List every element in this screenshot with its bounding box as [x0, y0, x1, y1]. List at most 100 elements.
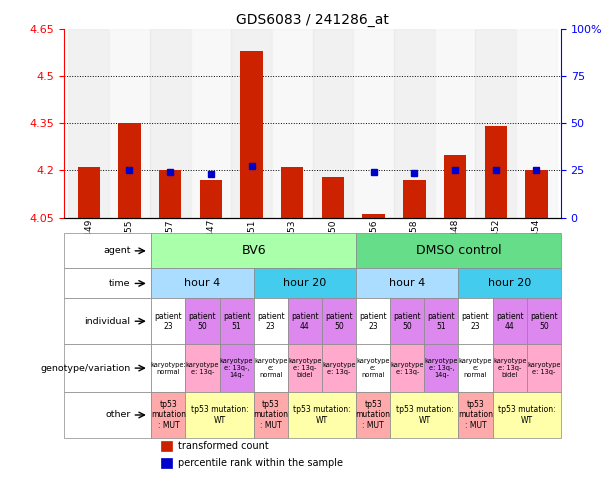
- Bar: [424, 298, 459, 344]
- Bar: [161, 458, 172, 469]
- Bar: [185, 392, 254, 438]
- Bar: [525, 170, 547, 218]
- Bar: [403, 180, 425, 218]
- Text: karyotype
e: 13q-: karyotype e: 13q-: [527, 362, 560, 375]
- Bar: [356, 298, 390, 344]
- Bar: [322, 298, 356, 344]
- Bar: [527, 344, 561, 392]
- Text: patient
44: patient 44: [291, 312, 319, 331]
- Bar: [390, 392, 459, 438]
- Text: patient
51: patient 51: [223, 312, 251, 331]
- Bar: [281, 167, 303, 218]
- Bar: [151, 344, 185, 392]
- Bar: [459, 269, 561, 298]
- Text: tp53
mutation
: MUT: tp53 mutation : MUT: [151, 400, 186, 430]
- Bar: [69, 29, 109, 218]
- Bar: [459, 298, 493, 344]
- Text: karyotype
e:
normal: karyotype e: normal: [459, 358, 492, 378]
- Bar: [64, 269, 151, 298]
- Text: DMSO control: DMSO control: [416, 244, 501, 257]
- Bar: [185, 298, 219, 344]
- Bar: [516, 29, 557, 218]
- Bar: [356, 392, 390, 438]
- Text: karyotype
e: 13q-: karyotype e: 13q-: [322, 362, 356, 375]
- Text: karyotype:
normal: karyotype: normal: [150, 362, 186, 375]
- Text: tp53
mutation
: MUT: tp53 mutation : MUT: [253, 400, 288, 430]
- Text: hour 4: hour 4: [389, 278, 425, 288]
- Text: karyotype
e: 13q-: karyotype e: 13q-: [390, 362, 424, 375]
- Bar: [390, 344, 424, 392]
- Bar: [219, 298, 254, 344]
- Text: tp53
mutation
: MUT: tp53 mutation : MUT: [458, 400, 493, 430]
- Text: agent: agent: [103, 246, 131, 256]
- Bar: [254, 298, 288, 344]
- Bar: [476, 29, 516, 218]
- Bar: [151, 298, 185, 344]
- Bar: [322, 344, 356, 392]
- Bar: [150, 29, 191, 218]
- Bar: [240, 51, 263, 218]
- Text: tp53 mutation:
WT: tp53 mutation: WT: [191, 405, 248, 425]
- Title: GDS6083 / 241286_at: GDS6083 / 241286_at: [236, 13, 389, 27]
- Bar: [219, 344, 254, 392]
- Text: tp53 mutation:
WT: tp53 mutation: WT: [395, 405, 453, 425]
- Text: karyotype
e:
normal: karyotype e: normal: [254, 358, 287, 378]
- Text: patient
50: patient 50: [394, 312, 421, 331]
- Text: hour 20: hour 20: [488, 278, 531, 288]
- Bar: [322, 177, 344, 218]
- Text: patient
23: patient 23: [359, 312, 387, 331]
- Bar: [151, 233, 356, 269]
- Text: karyotype
e: 13q-,
14q-: karyotype e: 13q-, 14q-: [220, 358, 253, 378]
- Text: karyotype
e: 13q-: karyotype e: 13q-: [186, 362, 219, 375]
- Bar: [272, 29, 313, 218]
- Bar: [118, 123, 140, 218]
- Bar: [288, 344, 322, 392]
- Text: karyotype
e: 13q-,
14q-: karyotype e: 13q-, 14q-: [425, 358, 458, 378]
- Bar: [288, 298, 322, 344]
- Bar: [356, 269, 459, 298]
- Text: karyotype
e: 13q-
bidel: karyotype e: 13q- bidel: [493, 358, 527, 378]
- Bar: [362, 214, 385, 218]
- Text: patient
23: patient 23: [257, 312, 284, 331]
- Text: individual: individual: [85, 317, 131, 326]
- Bar: [356, 344, 390, 392]
- Text: BV6: BV6: [242, 244, 266, 257]
- Bar: [493, 392, 561, 438]
- Text: patient
44: patient 44: [496, 312, 524, 331]
- Bar: [254, 344, 288, 392]
- Bar: [151, 392, 185, 438]
- Bar: [159, 170, 181, 218]
- Bar: [64, 392, 151, 438]
- Text: karyotype
e:
normal: karyotype e: normal: [356, 358, 390, 378]
- Bar: [161, 440, 172, 451]
- Bar: [64, 298, 151, 344]
- Text: patient
23: patient 23: [462, 312, 489, 331]
- Text: karyotype
e: 13q-
bidel: karyotype e: 13q- bidel: [288, 358, 322, 378]
- Bar: [493, 344, 527, 392]
- Bar: [64, 344, 151, 392]
- Bar: [185, 344, 219, 392]
- Bar: [459, 392, 493, 438]
- Bar: [394, 29, 435, 218]
- Text: genotype/variation: genotype/variation: [40, 364, 131, 372]
- Text: patient
51: patient 51: [428, 312, 455, 331]
- Bar: [424, 344, 459, 392]
- Bar: [191, 29, 231, 218]
- Text: patient
50: patient 50: [325, 312, 353, 331]
- Bar: [356, 233, 561, 269]
- Text: tp53
mutation
: MUT: tp53 mutation : MUT: [356, 400, 390, 430]
- Bar: [151, 269, 254, 298]
- Bar: [527, 298, 561, 344]
- Text: time: time: [109, 279, 131, 288]
- Text: hour 4: hour 4: [185, 278, 221, 288]
- Bar: [353, 29, 394, 218]
- Text: patient
50: patient 50: [530, 312, 558, 331]
- Bar: [288, 392, 356, 438]
- Bar: [493, 298, 527, 344]
- Text: transformed count: transformed count: [178, 440, 269, 451]
- Bar: [435, 29, 476, 218]
- Bar: [64, 233, 151, 269]
- Bar: [254, 269, 356, 298]
- Bar: [200, 180, 222, 218]
- Bar: [231, 29, 272, 218]
